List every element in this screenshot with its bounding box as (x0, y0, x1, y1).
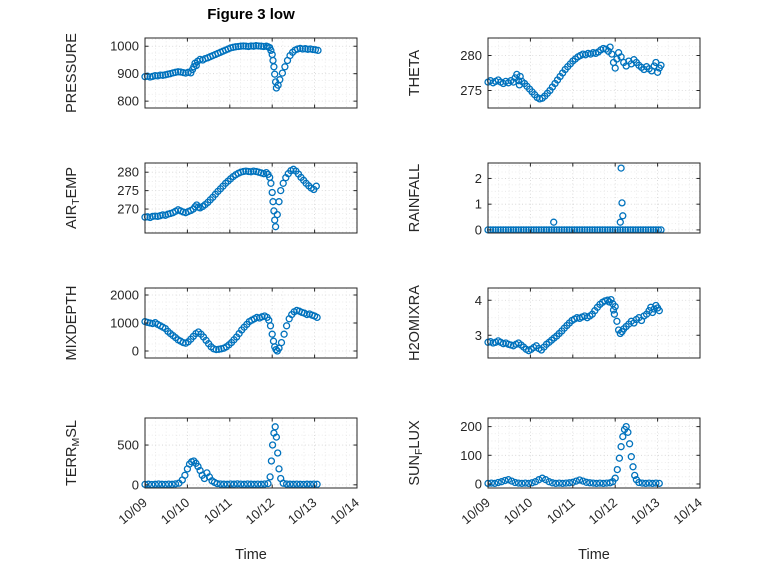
y-tick-label: 2 (475, 171, 482, 186)
scatter-points (141, 165, 320, 231)
x-tick-label: 10/14 (670, 495, 705, 527)
y-tick-label: 0 (475, 222, 482, 237)
axes-box (487, 37, 701, 109)
y-axis-label: H2OMIXRA (407, 285, 423, 361)
y-axis-label: PRESSURE (64, 33, 80, 113)
h2omixra-plot-canvas: 3 4 H2OMIXRA (407, 285, 701, 361)
subplot-rainfall: 0 1 2 RAINFALL (403, 148, 713, 248)
x-tick-label: 10/13 (628, 495, 663, 527)
scatter-points (141, 42, 322, 92)
y-tick-label: 2000 (110, 288, 139, 303)
x-tick-label: 10/09 (115, 495, 150, 527)
x-tick-label: 10/11 (201, 495, 235, 527)
axes-box (144, 417, 358, 489)
grid-minor (488, 163, 700, 233)
grid-minor (145, 38, 357, 108)
x-tick-label: 10/10 (158, 495, 193, 527)
tick-marks (487, 163, 701, 233)
airtemp-plot-canvas: 270 275 280 AIRTEMP (64, 162, 358, 234)
axes-box (487, 162, 701, 234)
y-axis-label: AIRTEMP (64, 167, 82, 229)
rainfall-plot-canvas: 0 1 2 RAINFALL (407, 162, 701, 237)
scatter-points (141, 306, 321, 355)
y-tick-label: 3 (475, 328, 482, 343)
axes-box (487, 417, 701, 489)
figure-title: Figure 3 low (207, 6, 295, 23)
grid-minor (145, 418, 357, 488)
y-tick-label: 0 (132, 477, 139, 492)
y-axis-label: RAINFALL (407, 164, 423, 233)
y-tick-label: 275 (460, 83, 482, 98)
axes-box (144, 37, 358, 109)
y-tick-label: 280 (117, 165, 139, 180)
x-tick-label: 10/11 (544, 495, 578, 527)
x-tick-label: 10/14 (327, 495, 362, 527)
tick-marks (144, 163, 358, 233)
x-axis-label: Time (578, 547, 610, 563)
tick-marks (487, 38, 701, 108)
y-tick-label: 1000 (110, 39, 139, 54)
x-tick-label: 10/12 (586, 495, 621, 527)
x-tick-label: 10/09 (458, 495, 493, 527)
mixdepth-plot-canvas: 0 1000 2000 MIXDEPTH (64, 286, 358, 361)
scatter-points (484, 43, 665, 103)
tick-marks (487, 418, 701, 488)
x-tick-label: 10/12 (243, 495, 278, 527)
x-tick-label: 10/10 (501, 495, 536, 527)
grid-minor (145, 163, 357, 233)
scatter-points (141, 423, 321, 489)
grid-minor (488, 38, 700, 108)
grid-minor (488, 288, 700, 358)
pressure-plot-canvas: 800 900 1000 PRESSURE (64, 33, 358, 113)
sunflux-plot-canvas: 0 100 200 SUNFLUX 10/09 10/10 10/11 10/12 10/13 1… (407, 417, 705, 563)
theta-plot-canvas: 275 280 THETA (407, 37, 701, 109)
y-tick-label: 1 (475, 197, 482, 212)
subplot-airtemp: 270 275 280 AIRTEMP (60, 148, 370, 248)
tick-marks (487, 288, 701, 358)
tick-marks (144, 288, 358, 358)
y-tick-label: 0 (475, 476, 482, 491)
y-tick-label: 0 (132, 344, 139, 359)
tick-marks (144, 38, 358, 108)
y-tick-label: 275 (117, 183, 139, 198)
axes-box (144, 162, 358, 234)
scatter-points (484, 295, 663, 355)
subplot-h2omixra: 3 4 H2OMIXRA (403, 273, 713, 373)
terrmsl-plot-canvas: 0 500 TERRMSL 10/09 10/10 10/11 10/12 10/13 10/1… (64, 417, 362, 563)
x-tick-label: 10/13 (285, 495, 320, 527)
x-axis-label: Time (235, 547, 267, 563)
tick-marks (144, 418, 358, 488)
subplot-mixdepth: 0 1000 2000 MIXDEPTH (60, 273, 370, 373)
subplot-pressure: 800 900 1000 PRESSURE (60, 23, 370, 123)
y-axis-label: MIXDEPTH (64, 286, 80, 361)
y-axis-label: SUNFLUX (407, 420, 425, 486)
axes-box (487, 287, 701, 359)
y-tick-label: 280 (460, 48, 482, 63)
y-tick-label: 800 (117, 94, 139, 109)
y-tick-label: 4 (475, 293, 482, 308)
y-tick-label: 100 (460, 448, 482, 463)
y-tick-label: 1000 (110, 316, 139, 331)
subplot-terrmsl: 0 500 TERRMSL 10/09 10/10 10/11 10/12 10/13 10/1… (60, 403, 370, 583)
y-axis-label: THETA (407, 49, 423, 96)
y-tick-label: 500 (117, 438, 139, 453)
y-axis-label: TERRMSL (64, 420, 82, 486)
subplot-theta: 275 280 THETA (403, 23, 713, 123)
y-tick-label: 200 (460, 419, 482, 434)
y-tick-label: 270 (117, 202, 139, 217)
y-tick-label: 900 (117, 66, 139, 81)
subplot-sunflux: 0 100 200 SUNFLUX 10/09 10/10 10/11 10/12 10/13 1… (403, 403, 713, 583)
